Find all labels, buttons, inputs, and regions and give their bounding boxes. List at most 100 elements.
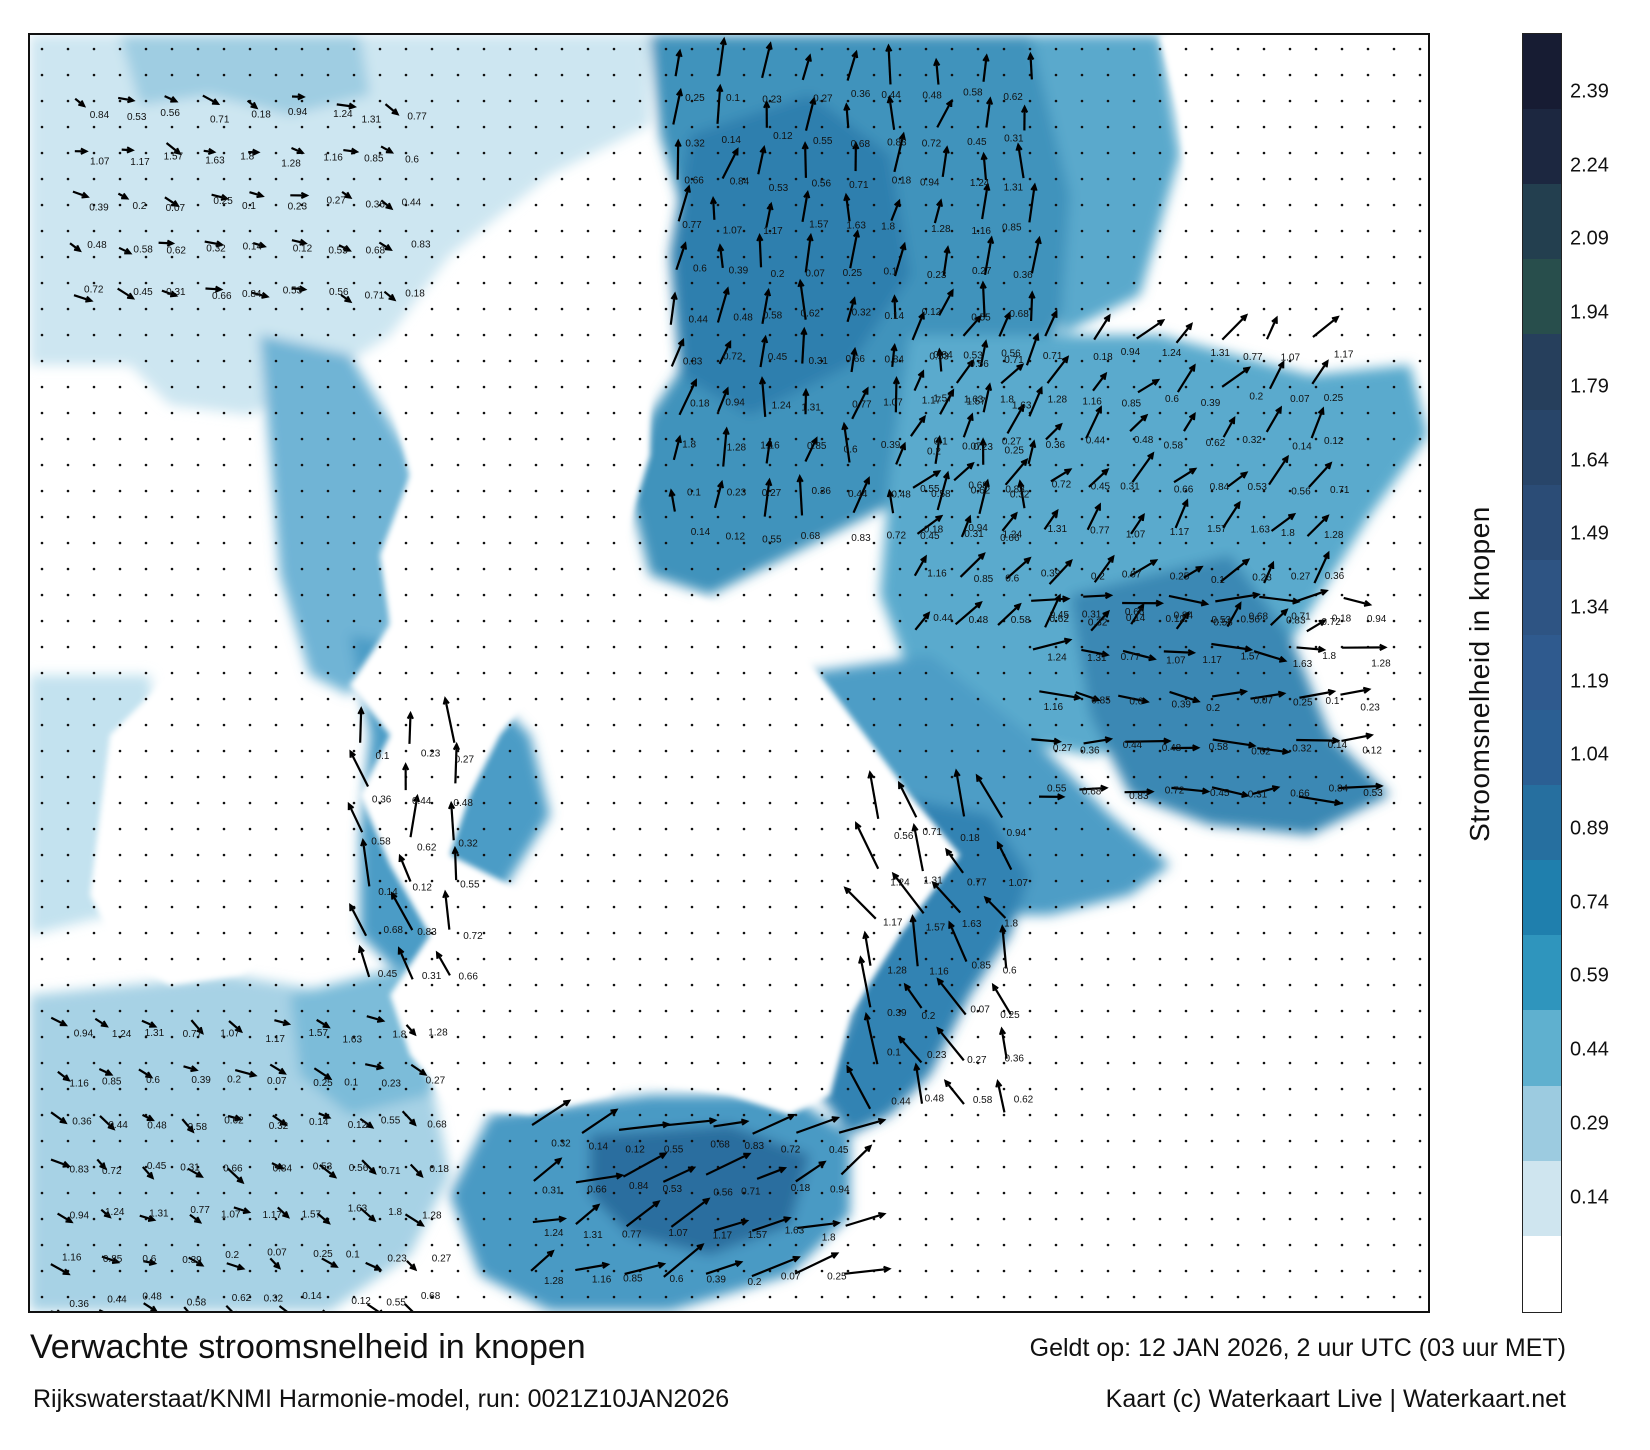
grid-dot [40,593,44,597]
grid-dot [40,1139,44,1143]
current-arrow [1338,782,1384,790]
grid-dot [586,931,590,935]
grid-dot [66,827,70,831]
grid-dot [638,1087,642,1091]
speed-value-label: 0.2 [227,1074,241,1085]
grid-dot [378,229,382,233]
grid-dot [872,905,876,909]
current-arrow [941,145,950,178]
grid-dot [716,1217,720,1221]
grid-dot [1288,1061,1292,1065]
speed-value-label: 1.16 [929,967,949,978]
grid-dot [1158,1217,1162,1221]
grid-dot [820,73,824,77]
speed-value-label: 1.16 [972,226,992,237]
current-map[interactable]: 0.25 0.1 0.23 0.27 0.36 0.44 0.48 0.58 0.62 0.32 0… [28,33,1430,1313]
grid-dot [326,489,330,493]
grid-dot [716,463,720,467]
grid-dot [1262,489,1266,493]
speed-value-label: 0.27 [1291,571,1311,582]
grid-dot [560,567,564,571]
grid-dot [1106,879,1110,883]
grid-dot [1080,515,1084,519]
grid-dot [300,983,304,987]
grid-dot [92,905,96,909]
grid-dot [898,1243,902,1247]
grid-dot [222,645,226,649]
grid-dot [1314,1087,1318,1091]
speed-value-label: 0.71 [923,827,943,838]
grid-dot [1080,853,1084,857]
grid-dot [1288,1217,1292,1221]
grid-dot [1340,957,1344,961]
grid-dot [690,957,694,961]
grid-dot [872,99,876,103]
grid-dot [1288,1087,1292,1091]
grid-dot [222,1191,226,1195]
grid-dot [664,1243,668,1247]
current-arrow [451,845,459,881]
grid-dot [898,1139,902,1143]
grid-dot [1314,723,1318,727]
grid-dot [820,749,824,753]
grid-dot [1132,879,1136,883]
grid-dot [1002,567,1006,571]
grid-dot [794,281,798,285]
grid-dot [1184,437,1188,441]
grid-dot [820,827,824,831]
grid-dot [664,879,668,883]
current-arrow [1176,363,1196,393]
grid-dot [1392,151,1396,155]
grid-dot [898,177,902,181]
grid-dot [1236,489,1240,493]
grid-dot [1132,801,1136,805]
grid-dot [1054,125,1058,129]
grid-dot [456,723,460,727]
grid-dot [1184,723,1188,727]
grid-dot [1418,333,1422,337]
current-arrow [321,1257,339,1268]
speed-value-label: 0.27 [326,196,346,207]
grid-dot [430,931,434,935]
grid-dot [1080,1061,1084,1065]
grid-dot [638,411,642,415]
grid-dot [560,853,564,857]
colorbar-band [1523,109,1561,185]
grid-dot [404,879,408,883]
grid-dot [664,281,668,285]
grid-dot [508,1269,512,1273]
grid-dot [846,957,850,961]
grid-dot [118,827,122,831]
speed-value-label: 0.48 [891,490,911,501]
grid-dot [1158,1269,1162,1273]
grid-dot [1418,1191,1422,1195]
grid-dot [404,1165,408,1169]
grid-dot [1080,359,1084,363]
speed-value-label: 1.24 [544,1228,564,1239]
speed-value-label: 0.68 [1249,612,1269,623]
current-arrow [158,239,176,247]
speed-value-label: 0.32 [206,244,226,255]
grid-dot [300,411,304,415]
grid-dot [690,541,694,545]
grid-dot [1340,463,1344,467]
speed-value-label: 0.36 [72,1116,92,1127]
current-arrow [1173,467,1198,484]
grid-dot [638,1217,642,1221]
grid-dot [1392,463,1396,467]
current-arrow [96,1158,107,1171]
grid-dot [1132,1243,1136,1247]
speed-value-label: 0.25 [1324,393,1344,404]
grid-dot [352,801,356,805]
grid-dot [1288,307,1292,311]
grid-dot [612,1243,616,1247]
speed-value-label: 0.55 [762,534,782,545]
grid-dot [664,1035,668,1039]
grid-dot [1210,749,1214,753]
speed-value-label: 1.63 [205,156,225,167]
speed-value-label: 1.57 [933,394,953,405]
speed-value-label: 0.66 [223,1163,243,1174]
grid-dot [1418,593,1422,597]
grid-dot [1340,385,1344,389]
grid-dot [118,1061,122,1065]
